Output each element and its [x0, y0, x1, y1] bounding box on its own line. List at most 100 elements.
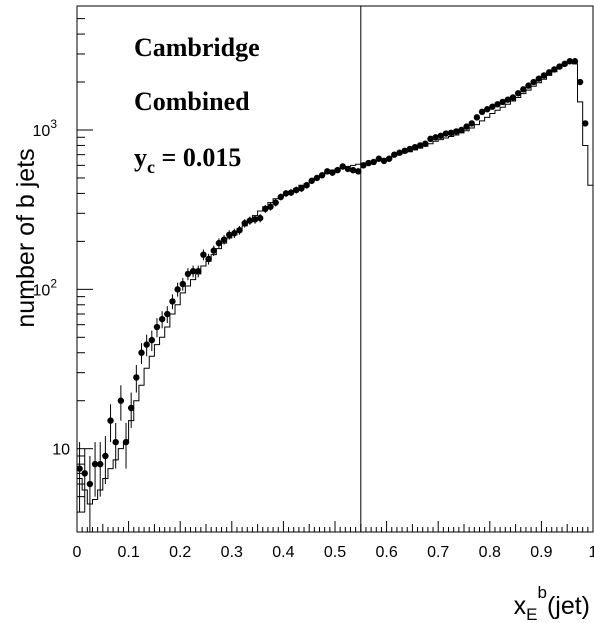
data-point: [133, 374, 140, 381]
data-point: [334, 166, 341, 174]
data-point: [174, 286, 181, 293]
data-point: [571, 58, 579, 65]
data-point: [282, 190, 290, 197]
data-point: [138, 349, 145, 356]
data-point: [442, 130, 450, 137]
data-point: [406, 145, 414, 153]
annotation-yc: yc = 0.015: [134, 143, 241, 177]
data-point: [411, 143, 419, 151]
data-point: [293, 186, 300, 194]
data-point: [484, 106, 491, 113]
data-point: [153, 323, 161, 331]
data-point: [262, 205, 269, 213]
y-axis: 10 102 103: [33, 5, 93, 533]
data-point: [324, 168, 331, 175]
data-point: [267, 203, 274, 210]
data-point: [148, 336, 156, 344]
data-point: [298, 185, 305, 192]
y-tick-label: 102: [33, 276, 58, 299]
data-point: [458, 126, 465, 134]
data-point: [566, 58, 573, 65]
data-point: [525, 82, 532, 89]
data-point: [91, 460, 99, 468]
data-point: [236, 227, 243, 234]
data-point: [360, 162, 367, 169]
data-point: [370, 158, 377, 166]
data-point: [437, 132, 444, 139]
data-point: [122, 438, 130, 446]
data-point: [396, 149, 403, 156]
data-point: [256, 214, 264, 222]
data-point: [313, 174, 321, 182]
x-tick-label: 0.5: [324, 544, 346, 561]
data-point: [226, 231, 233, 238]
x-tick-label: 0.1: [117, 544, 139, 561]
y-tick-label: 10: [52, 442, 70, 459]
data-point: [127, 404, 135, 412]
data-point: [365, 159, 372, 167]
data-point: [97, 460, 104, 468]
data-point: [499, 98, 506, 106]
data-points: [76, 58, 589, 532]
mc-histogram: [77, 62, 593, 505]
data-point: [344, 165, 352, 173]
data-point: [272, 199, 279, 206]
data-point: [416, 142, 424, 149]
data-point: [287, 189, 295, 196]
data-point: [561, 60, 568, 68]
data-point: [246, 217, 254, 224]
data-point: [102, 452, 109, 460]
data-point: [478, 108, 486, 116]
data-point: [504, 96, 512, 103]
data-point: [530, 78, 537, 86]
annotation-combined: Combined: [134, 87, 250, 116]
data-point: [468, 120, 475, 127]
data-point: [514, 90, 522, 97]
data-point: [184, 270, 192, 278]
data-point: [520, 86, 527, 93]
data-point: [556, 63, 563, 70]
x-tick-label: 0.3: [221, 544, 243, 561]
data-point: [576, 78, 584, 86]
data-point: [318, 172, 326, 179]
x-tick-label: 0.2: [169, 544, 191, 561]
data-point: [355, 168, 362, 175]
data-point: [158, 315, 166, 323]
x-tick-label: 0.7: [427, 544, 449, 561]
data-point: [540, 72, 548, 79]
data-point: [169, 298, 176, 305]
data-point: [117, 397, 125, 404]
x-tick-label: 0.9: [530, 544, 552, 561]
data-point: [189, 267, 197, 275]
data-point: [329, 169, 336, 176]
annotation-cambridge: Cambridge: [134, 33, 260, 62]
data-point: [535, 75, 543, 82]
data-point: [76, 465, 83, 472]
data-point: [463, 123, 470, 130]
data-point: [582, 120, 589, 127]
data-point: [349, 166, 357, 174]
data-point: [308, 177, 315, 184]
data-point: [277, 193, 285, 201]
x-tick-label: 0: [73, 544, 82, 561]
data-point: [215, 239, 223, 247]
data-point: [447, 129, 455, 137]
y-tick-label: 103: [33, 117, 58, 140]
data-point: [205, 255, 212, 263]
data-point: [112, 438, 119, 446]
data-point: [339, 163, 346, 170]
data-point: [494, 101, 501, 108]
x-axis-label: xEb(jet): [514, 583, 590, 623]
data-point: [432, 134, 439, 141]
data-point: [422, 140, 429, 147]
data-point: [391, 151, 398, 158]
data-point: [210, 247, 217, 254]
data-point: [241, 220, 248, 227]
x-axis: 0 0.1 0.2 0.3 0.4 0.5 0.6 0.7 0.8 0.9 1: [73, 521, 594, 561]
data-point: [179, 280, 186, 288]
y-axis-label: number of b jets: [12, 148, 40, 327]
data-point: [509, 94, 517, 101]
data-point: [489, 103, 496, 110]
x-tick-label: 0.4: [272, 544, 294, 561]
